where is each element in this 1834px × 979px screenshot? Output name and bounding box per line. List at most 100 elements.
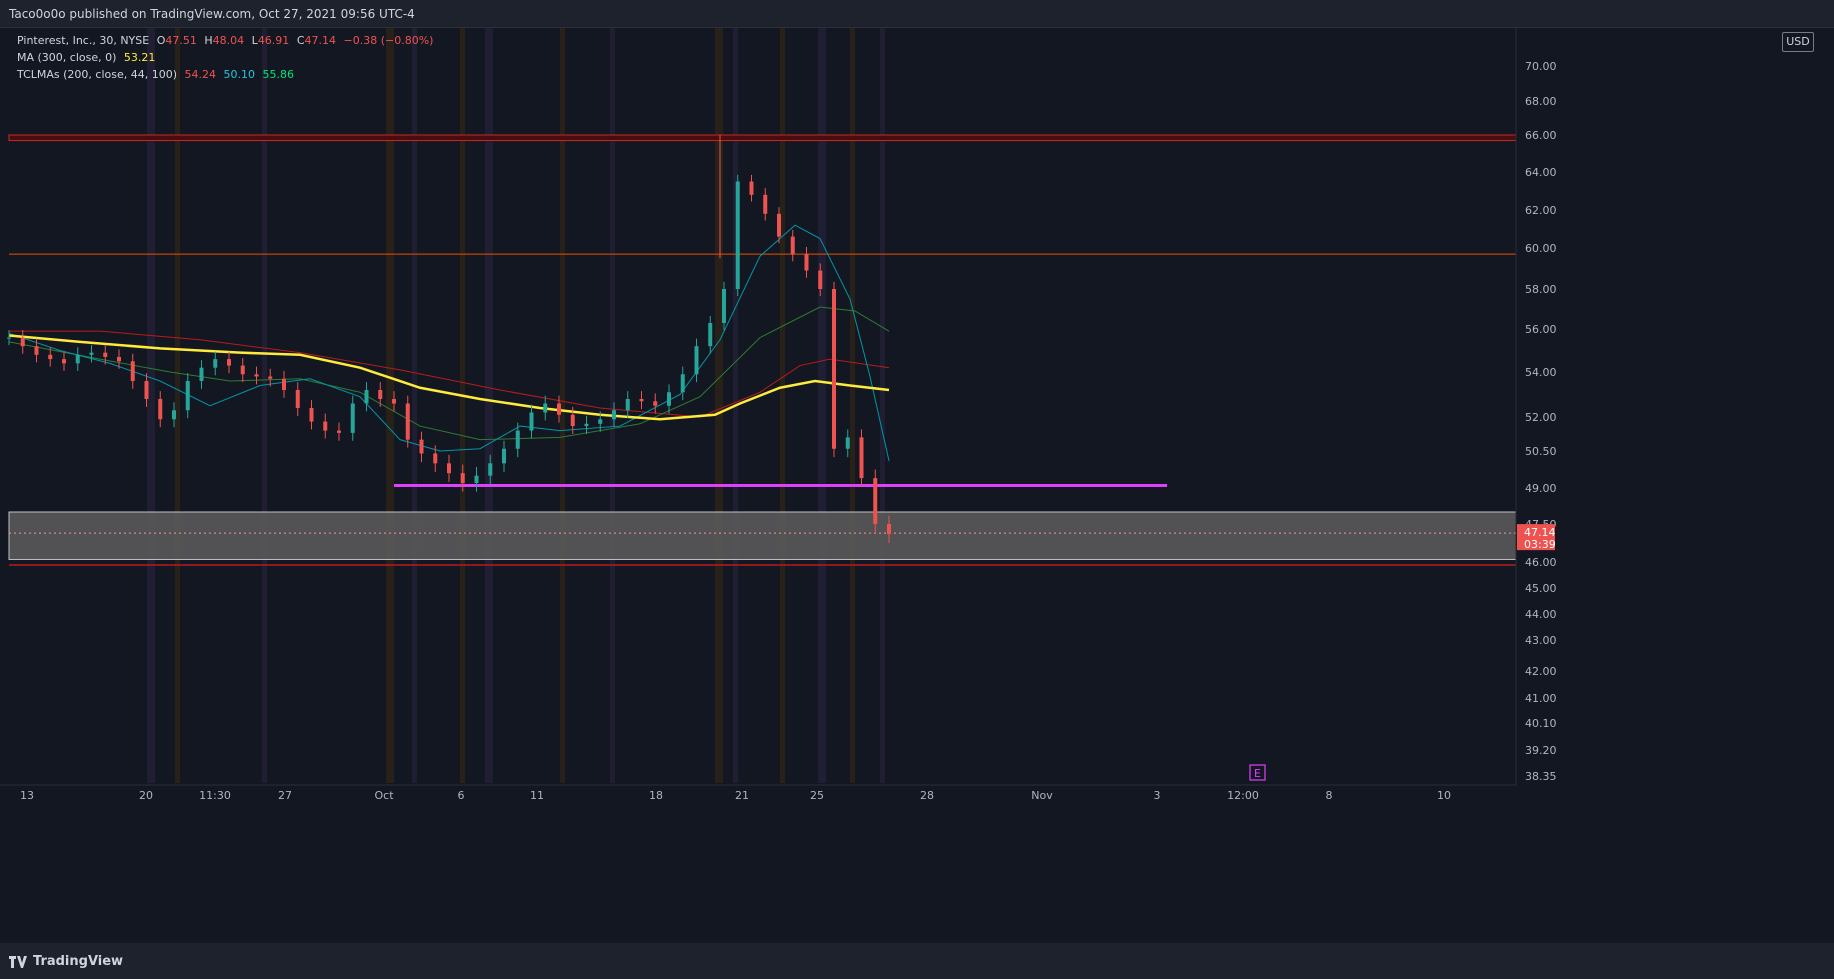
candle-body (227, 359, 231, 366)
candle-body (625, 399, 630, 411)
candle-body (89, 352, 94, 355)
candle-body (474, 475, 479, 484)
y-tick-label: 56.00 (1525, 323, 1557, 336)
candle-body (529, 412, 534, 431)
session-band (818, 28, 826, 783)
tcl-label[interactable]: TCLMAs (200, close, 44, 100) (17, 68, 178, 81)
change-value: −0.38 (−0.80%) (343, 34, 434, 47)
candle-body (790, 236, 795, 255)
chart-area[interactable]: 70.00 68.00 66.00 64.00 62.00 60.00 58.00 56.00… (0, 28, 1834, 942)
tcl-value-2: 50.10 (223, 68, 256, 81)
earnings-marker (1249, 764, 1266, 781)
candle-body (185, 381, 190, 411)
candle-body (832, 289, 836, 449)
h-value: 48.04 (212, 34, 245, 47)
earnings-label: E (1254, 767, 1261, 780)
candle-body (323, 421, 328, 431)
session-band (147, 28, 155, 783)
published-header: Taco0o0o published on TradingView.com, O… (0, 0, 1834, 28)
last-price-label: 47.14 (1524, 526, 1556, 539)
candle-body (48, 354, 53, 360)
candle-body (268, 376, 273, 379)
candle-body (350, 403, 355, 433)
x-tick-label: 27 (278, 789, 292, 802)
x-tick-label: 11 (530, 789, 544, 802)
o-label: O (156, 34, 166, 47)
legend-row-ma: MA (300, close, 0) 53.21 (17, 51, 159, 64)
candle-body (130, 361, 135, 381)
resistance-zone (8, 134, 1517, 142)
candle-body (818, 270, 823, 289)
candle-body (447, 463, 451, 474)
candle-body (598, 419, 603, 424)
x-tick-label: 8 (1326, 789, 1333, 802)
candle-body (845, 437, 850, 449)
candle-body (172, 410, 176, 420)
y-tick-label: 70.00 (1525, 60, 1557, 73)
candle-body (460, 473, 465, 484)
y-tick-label: 49.00 (1525, 482, 1557, 495)
candle-body (254, 374, 259, 377)
tcl-value-1: 54.24 (184, 68, 217, 81)
candle-body (873, 478, 878, 524)
candle-body (887, 524, 891, 535)
y-tick-label: 40.10 (1525, 717, 1557, 730)
candle-body (282, 378, 286, 390)
y-tick-label: 38.35 (1525, 770, 1557, 783)
candle-body (34, 346, 39, 355)
x-tick-label: 25 (810, 789, 824, 802)
candle-body (735, 181, 740, 289)
session-band (560, 28, 565, 783)
currency-badge[interactable]: USD (1782, 32, 1814, 52)
candle-body (543, 403, 548, 413)
candle-body (639, 399, 644, 402)
ma-label[interactable]: MA (300, close, 0) (17, 51, 117, 64)
support-zone (8, 511, 1517, 560)
y-tick-label: 50.50 (1525, 445, 1557, 458)
l-value: 46.91 (257, 34, 290, 47)
tcl-value-3: 55.86 (262, 68, 295, 81)
ma-value: 53.21 (123, 51, 156, 64)
ma-green (8, 306, 890, 441)
price-axis: 70.00 68.00 66.00 64.00 62.00 60.00 58.00 56.00… (1515, 28, 1557, 785)
session-bands (147, 28, 885, 783)
price-chart[interactable]: 70.00 68.00 66.00 64.00 62.00 60.00 58.00 56.00… (0, 28, 1834, 942)
candle-body (502, 448, 506, 464)
candle-body (749, 181, 754, 195)
x-tick-label: 10 (1437, 789, 1451, 802)
candle-body (859, 437, 864, 479)
candle-body (653, 401, 658, 406)
candle-body (405, 403, 410, 440)
y-tick-label: 43.00 (1525, 634, 1557, 647)
session-band (262, 28, 267, 783)
session-band (780, 28, 785, 783)
session-band (460, 28, 465, 783)
h-label: H (204, 34, 213, 47)
y-tick-label: 45.00 (1525, 582, 1557, 595)
session-band (386, 28, 394, 783)
x-tick-label: 6 (458, 789, 465, 802)
y-tick-label: 46.00 (1525, 556, 1557, 569)
y-tick-label: 54.00 (1525, 366, 1557, 379)
session-band (175, 28, 180, 783)
candle-body (570, 414, 575, 427)
y-tick-label: 66.00 (1525, 129, 1557, 142)
candle-body (364, 390, 369, 404)
y-tick-label: 39.20 (1525, 744, 1557, 757)
y-tick-label: 41.00 (1525, 692, 1557, 705)
y-tick-label: 42.00 (1525, 665, 1557, 678)
countdown-label: 03:39 (1524, 538, 1556, 551)
candle-body (612, 410, 616, 420)
x-tick-label: Oct (374, 789, 394, 802)
candle-body (103, 352, 108, 357)
symbol-label[interactable]: Pinterest, Inc., 30, NYSE (17, 34, 150, 47)
o-value: 47.51 (165, 34, 197, 47)
candle-body (158, 399, 163, 420)
legend-row-ohlc: Pinterest, Inc., 30, NYSE O47.51 H48.04 … (17, 34, 437, 47)
tradingview-brand[interactable]: TradingView (9, 954, 123, 969)
y-tick-label: 60.00 (1525, 242, 1557, 255)
session-band (610, 28, 615, 783)
ma-teal (8, 224, 890, 461)
candle-body (777, 213, 781, 237)
candles (7, 135, 891, 543)
